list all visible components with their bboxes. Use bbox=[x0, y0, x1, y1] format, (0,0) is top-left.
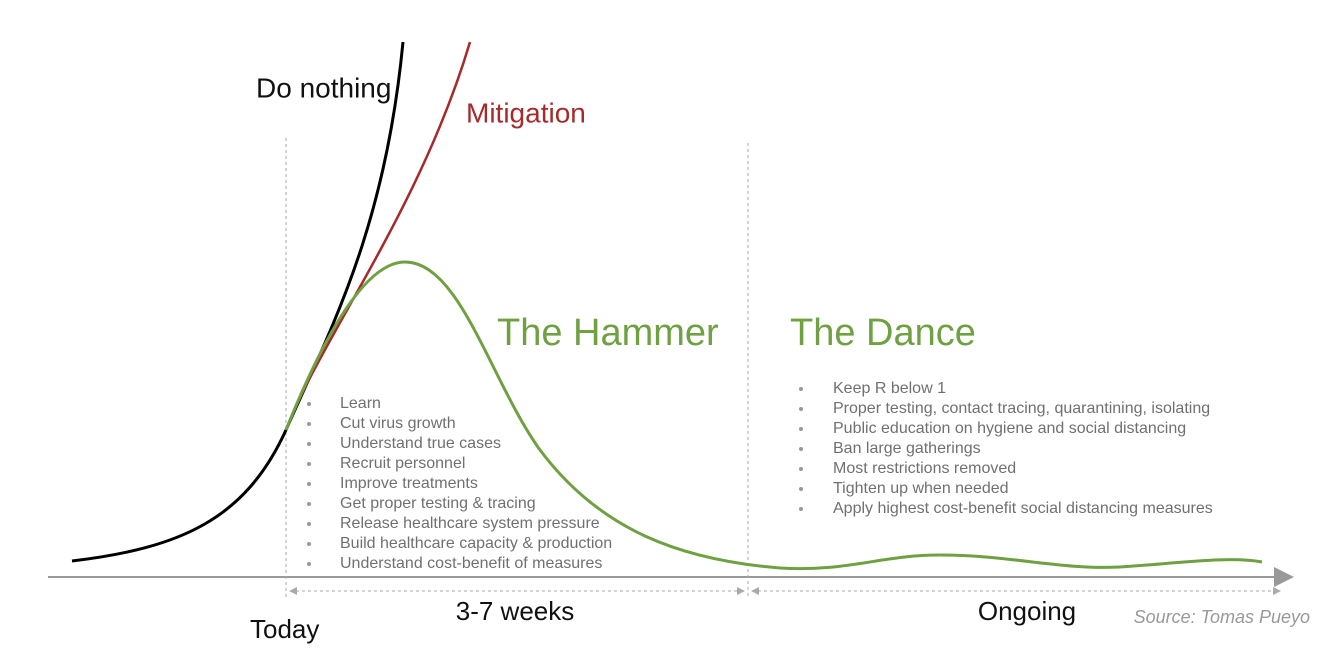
list-item: Keep R below 1 bbox=[833, 380, 946, 397]
bullet bbox=[307, 542, 311, 546]
phase-title: The Dance bbox=[790, 312, 976, 354]
label: Do nothing bbox=[256, 72, 391, 103]
label: Today bbox=[250, 614, 319, 644]
list-item: Get proper testing & tracing bbox=[340, 495, 536, 512]
source: Source: Tomas Pueyo bbox=[1134, 607, 1310, 627]
phase-title: The Hammer bbox=[497, 312, 719, 354]
bullet bbox=[799, 487, 803, 491]
hammer-dance-curve bbox=[284, 260, 1263, 571]
list-item: Public education on hygiene and social d… bbox=[833, 420, 1186, 437]
bullet bbox=[307, 462, 311, 466]
bullet bbox=[307, 502, 311, 506]
bullet bbox=[799, 467, 803, 471]
list-item: Release healthcare system pressure bbox=[340, 515, 600, 532]
list-item: Apply highest cost-benefit social distan… bbox=[833, 500, 1213, 517]
list-item: Recruit personnel bbox=[340, 455, 465, 472]
list-item: Build healthcare capacity & production bbox=[340, 535, 612, 552]
bullet bbox=[307, 402, 311, 406]
list-item: Improve treatments bbox=[340, 475, 478, 492]
list-item: Learn bbox=[340, 395, 381, 412]
bullet bbox=[799, 407, 803, 411]
list-item: Understand cost-benefit of measures bbox=[340, 555, 602, 572]
bullet bbox=[307, 422, 311, 426]
bullet bbox=[799, 387, 803, 391]
label: Ongoing bbox=[978, 596, 1076, 626]
bullet bbox=[799, 427, 803, 431]
bullet bbox=[799, 447, 803, 451]
bullet bbox=[307, 562, 311, 566]
bullet bbox=[799, 507, 803, 511]
label: Mitigation bbox=[466, 97, 586, 128]
list-item: Most restrictions removed bbox=[833, 460, 1016, 477]
list-item: Proper testing, contact tracing, quarant… bbox=[833, 400, 1210, 417]
bullet bbox=[307, 442, 311, 446]
bullet bbox=[307, 482, 311, 486]
item-lists: Learn Cut virus growth Understand true cas… bbox=[307, 380, 1213, 572]
list-item: Understand true cases bbox=[340, 435, 501, 452]
list-item: Cut virus growth bbox=[340, 415, 456, 432]
list-item: Tighten up when needed bbox=[833, 480, 1009, 497]
list-item: Ban large gatherings bbox=[833, 440, 981, 457]
bullet bbox=[307, 522, 311, 526]
label: 3-7 weeks bbox=[456, 596, 575, 626]
